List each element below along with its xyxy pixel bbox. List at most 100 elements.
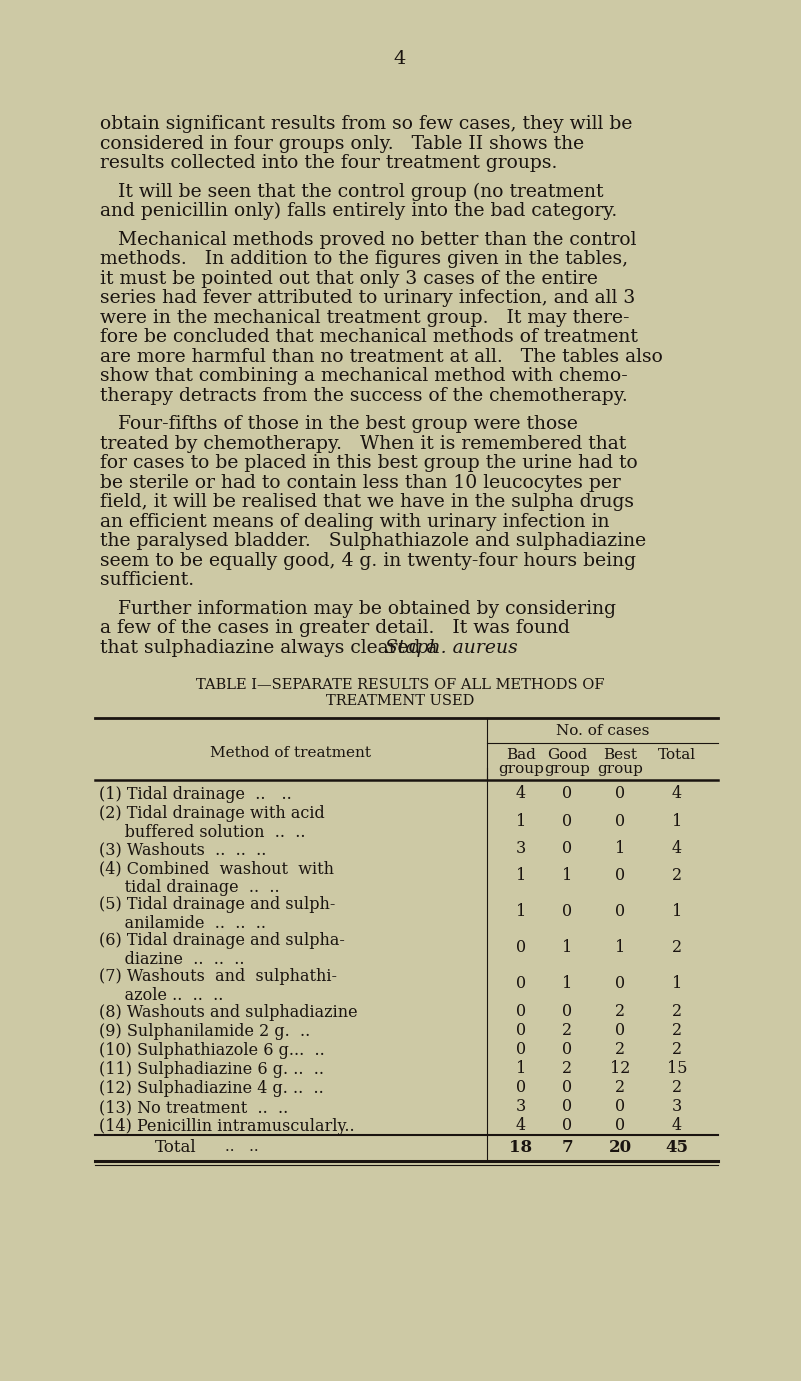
- Text: 2: 2: [672, 867, 682, 884]
- Text: (3) Washouts  ..  ..  ..: (3) Washouts .. .. ..: [99, 841, 267, 858]
- Text: be sterile or had to contain less than 10 leucocytes per: be sterile or had to contain less than 1…: [100, 474, 621, 492]
- Text: (10) Sulphathiazole 6 g...  ..: (10) Sulphathiazole 6 g... ..: [99, 1043, 324, 1059]
- Text: 0: 0: [562, 1003, 572, 1021]
- Text: 0: 0: [562, 903, 572, 921]
- Text: 3: 3: [672, 1098, 682, 1114]
- Text: Staph. aureus: Staph. aureus: [385, 638, 517, 656]
- Text: group: group: [597, 762, 643, 776]
- Text: 1: 1: [615, 840, 625, 858]
- Text: 1: 1: [562, 975, 572, 993]
- Text: 2: 2: [672, 1079, 682, 1097]
- Text: 0: 0: [615, 903, 625, 921]
- Text: 1: 1: [516, 812, 526, 830]
- Text: 1: 1: [672, 903, 682, 921]
- Text: Total: Total: [155, 1138, 196, 1156]
- Text: 0: 0: [562, 784, 572, 802]
- Text: 1: 1: [516, 867, 526, 884]
- Text: (7) Washouts  and  sulphathi-: (7) Washouts and sulphathi-: [99, 968, 337, 985]
- Text: 0: 0: [615, 1022, 625, 1039]
- Text: (14) Penicillin intramuscularly..: (14) Penicillin intramuscularly..: [99, 1119, 355, 1135]
- Text: Mechanical methods proved no better than the control: Mechanical methods proved no better than…: [100, 231, 637, 249]
- Text: 0: 0: [615, 867, 625, 884]
- Text: 0: 0: [516, 975, 526, 993]
- Text: 0: 0: [516, 1079, 526, 1097]
- Text: group: group: [544, 762, 590, 776]
- Text: a few of the cases in greater detail.   It was found: a few of the cases in greater detail. It…: [100, 619, 570, 637]
- Text: 1: 1: [516, 903, 526, 921]
- Text: (9) Sulphanilamide 2 g.  ..: (9) Sulphanilamide 2 g. ..: [99, 1023, 310, 1040]
- Text: it must be pointed out that only 3 cases of the entire: it must be pointed out that only 3 cases…: [100, 269, 598, 287]
- Text: series had fever attributed to urinary infection, and all 3: series had fever attributed to urinary i…: [100, 289, 635, 307]
- Text: 3: 3: [516, 1098, 526, 1114]
- Text: diazine  ..  ..  ..: diazine .. .. ..: [99, 952, 244, 968]
- Text: 0: 0: [615, 812, 625, 830]
- Text: the paralysed bladder.   Sulphathiazole and sulphadiazine: the paralysed bladder. Sulphathiazole an…: [100, 532, 646, 550]
- Text: TREATMENT USED: TREATMENT USED: [326, 695, 474, 708]
- Text: fore be concluded that mechanical methods of treatment: fore be concluded that mechanical method…: [100, 329, 638, 347]
- Text: 1: 1: [672, 975, 682, 993]
- Text: obtain significant results from so few cases, they will be: obtain significant results from so few c…: [100, 115, 632, 133]
- Text: 2: 2: [615, 1041, 625, 1058]
- Text: 4: 4: [672, 840, 682, 858]
- Text: 3: 3: [516, 840, 526, 858]
- Text: 0: 0: [615, 975, 625, 993]
- Text: 45: 45: [666, 1138, 689, 1156]
- Text: field, it will be realised that we have in the sulpha drugs: field, it will be realised that we have …: [100, 493, 634, 511]
- Text: 12: 12: [610, 1061, 630, 1077]
- Text: 1: 1: [562, 939, 572, 957]
- Text: Method of treatment: Method of treatment: [211, 746, 372, 760]
- Text: and penicillin only) falls entirely into the bad category.: and penicillin only) falls entirely into…: [100, 202, 618, 220]
- Text: 4: 4: [672, 784, 682, 802]
- Text: methods.   In addition to the figures given in the tables,: methods. In addition to the figures give…: [100, 250, 628, 268]
- Text: considered in four groups only.   Table II shows the: considered in four groups only. Table II…: [100, 134, 584, 152]
- Text: (11) Sulphadiazine 6 g. ..  ..: (11) Sulphadiazine 6 g. .. ..: [99, 1061, 324, 1079]
- Text: (2) Tidal drainage with acid: (2) Tidal drainage with acid: [99, 805, 324, 822]
- Text: 4: 4: [394, 50, 406, 68]
- Text: It will be seen that the control group (no treatment: It will be seen that the control group (…: [100, 182, 603, 200]
- Text: 1: 1: [562, 867, 572, 884]
- Text: 7: 7: [562, 1138, 573, 1156]
- Text: (13) No treatment  ..  ..: (13) No treatment .. ..: [99, 1099, 288, 1116]
- Text: 1: 1: [672, 812, 682, 830]
- Text: Total: Total: [658, 749, 696, 762]
- Text: therapy detracts from the success of the chemotherapy.: therapy detracts from the success of the…: [100, 387, 628, 405]
- Text: 0: 0: [516, 1041, 526, 1058]
- Text: results collected into the four treatment groups.: results collected into the four treatmen…: [100, 155, 557, 173]
- Text: 18: 18: [509, 1138, 533, 1156]
- Text: 2: 2: [672, 939, 682, 957]
- Text: Best: Best: [603, 749, 637, 762]
- Text: 0: 0: [562, 1079, 572, 1097]
- Text: seem to be equally good, 4 g. in twenty-four hours being: seem to be equally good, 4 g. in twenty-…: [100, 551, 636, 569]
- Text: tidal drainage  ..  ..: tidal drainage .. ..: [99, 878, 280, 896]
- Text: that sulphadiazine always cleared a: that sulphadiazine always cleared a: [100, 638, 444, 656]
- Text: 0: 0: [562, 1098, 572, 1114]
- Text: for cases to be placed in this best group the urine had to: for cases to be placed in this best grou…: [100, 454, 638, 472]
- Text: 1: 1: [615, 939, 625, 957]
- Text: 0: 0: [516, 1003, 526, 1021]
- Text: 0: 0: [562, 1041, 572, 1058]
- Text: anilamide  ..  ..  ..: anilamide .. .. ..: [99, 916, 266, 932]
- Text: 2: 2: [562, 1022, 572, 1039]
- Text: sufficient.: sufficient.: [100, 570, 194, 590]
- Text: Further information may be obtained by considering: Further information may be obtained by c…: [100, 599, 616, 617]
- Text: 15: 15: [666, 1061, 687, 1077]
- Text: were in the mechanical treatment group.   It may there-: were in the mechanical treatment group. …: [100, 308, 630, 326]
- Text: 2: 2: [672, 1041, 682, 1058]
- Text: azole ..  ..  ..: azole .. .. ..: [99, 987, 223, 1004]
- Text: No. of cases: No. of cases: [556, 724, 649, 737]
- Text: 2: 2: [562, 1061, 572, 1077]
- Text: 0: 0: [615, 1098, 625, 1114]
- Text: ..   ..: .. ..: [225, 1139, 259, 1155]
- Text: (4) Combined  washout  with: (4) Combined washout with: [99, 860, 334, 877]
- Text: 0: 0: [562, 840, 572, 858]
- Text: 0: 0: [516, 1022, 526, 1039]
- Text: Bad: Bad: [506, 749, 536, 762]
- Text: TABLE I—SEPARATE RESULTS OF ALL METHODS OF: TABLE I—SEPARATE RESULTS OF ALL METHODS …: [195, 678, 604, 692]
- Text: (12) Sulphadiazine 4 g. ..  ..: (12) Sulphadiazine 4 g. .. ..: [99, 1080, 324, 1097]
- Text: 20: 20: [609, 1138, 631, 1156]
- Text: 0: 0: [516, 939, 526, 957]
- Text: (1) Tidal drainage  .. ..: (1) Tidal drainage .. ..: [99, 786, 292, 802]
- Text: 0: 0: [615, 784, 625, 802]
- Text: 4: 4: [516, 784, 526, 802]
- Text: 4: 4: [516, 1117, 526, 1134]
